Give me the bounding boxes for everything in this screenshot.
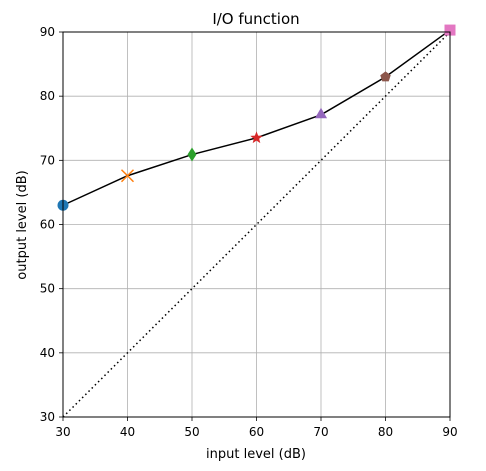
x-ticks: 30 40 50 60 70 80 90: [55, 417, 458, 439]
chart-title: I/O function: [212, 10, 299, 28]
y-tick-label: 30: [40, 410, 55, 424]
x-axis-label: input level (dB): [206, 447, 306, 462]
marker-x: [120, 169, 135, 183]
y-tick-label: 50: [40, 282, 55, 296]
x-tick-label: 40: [120, 425, 135, 439]
x-tick-label: 30: [55, 425, 70, 439]
y-axis-label: output level (dB): [15, 170, 30, 279]
x-tick-label: 50: [184, 425, 199, 439]
y-tick-label: 40: [40, 346, 55, 360]
y-tick-label: 90: [40, 25, 55, 39]
x-tick-label: 60: [249, 425, 264, 439]
marker-layer: [57, 24, 456, 211]
x-tick-label: 90: [442, 425, 457, 439]
y-ticks: 30 40 50 60 70 80 90: [40, 25, 63, 424]
marker-triangle: [314, 107, 328, 119]
y-tick-label: 80: [40, 89, 55, 103]
y-tick-label: 60: [40, 218, 55, 232]
marker-pentagon: [380, 71, 391, 82]
x-tick-label: 80: [378, 425, 393, 439]
y-tick-label: 70: [40, 153, 55, 167]
marker-square: [444, 24, 456, 36]
x-tick-label: 70: [313, 425, 328, 439]
marker-star: [250, 131, 263, 144]
marker-diamond: [187, 147, 197, 162]
identity-line: [62, 31, 451, 418]
